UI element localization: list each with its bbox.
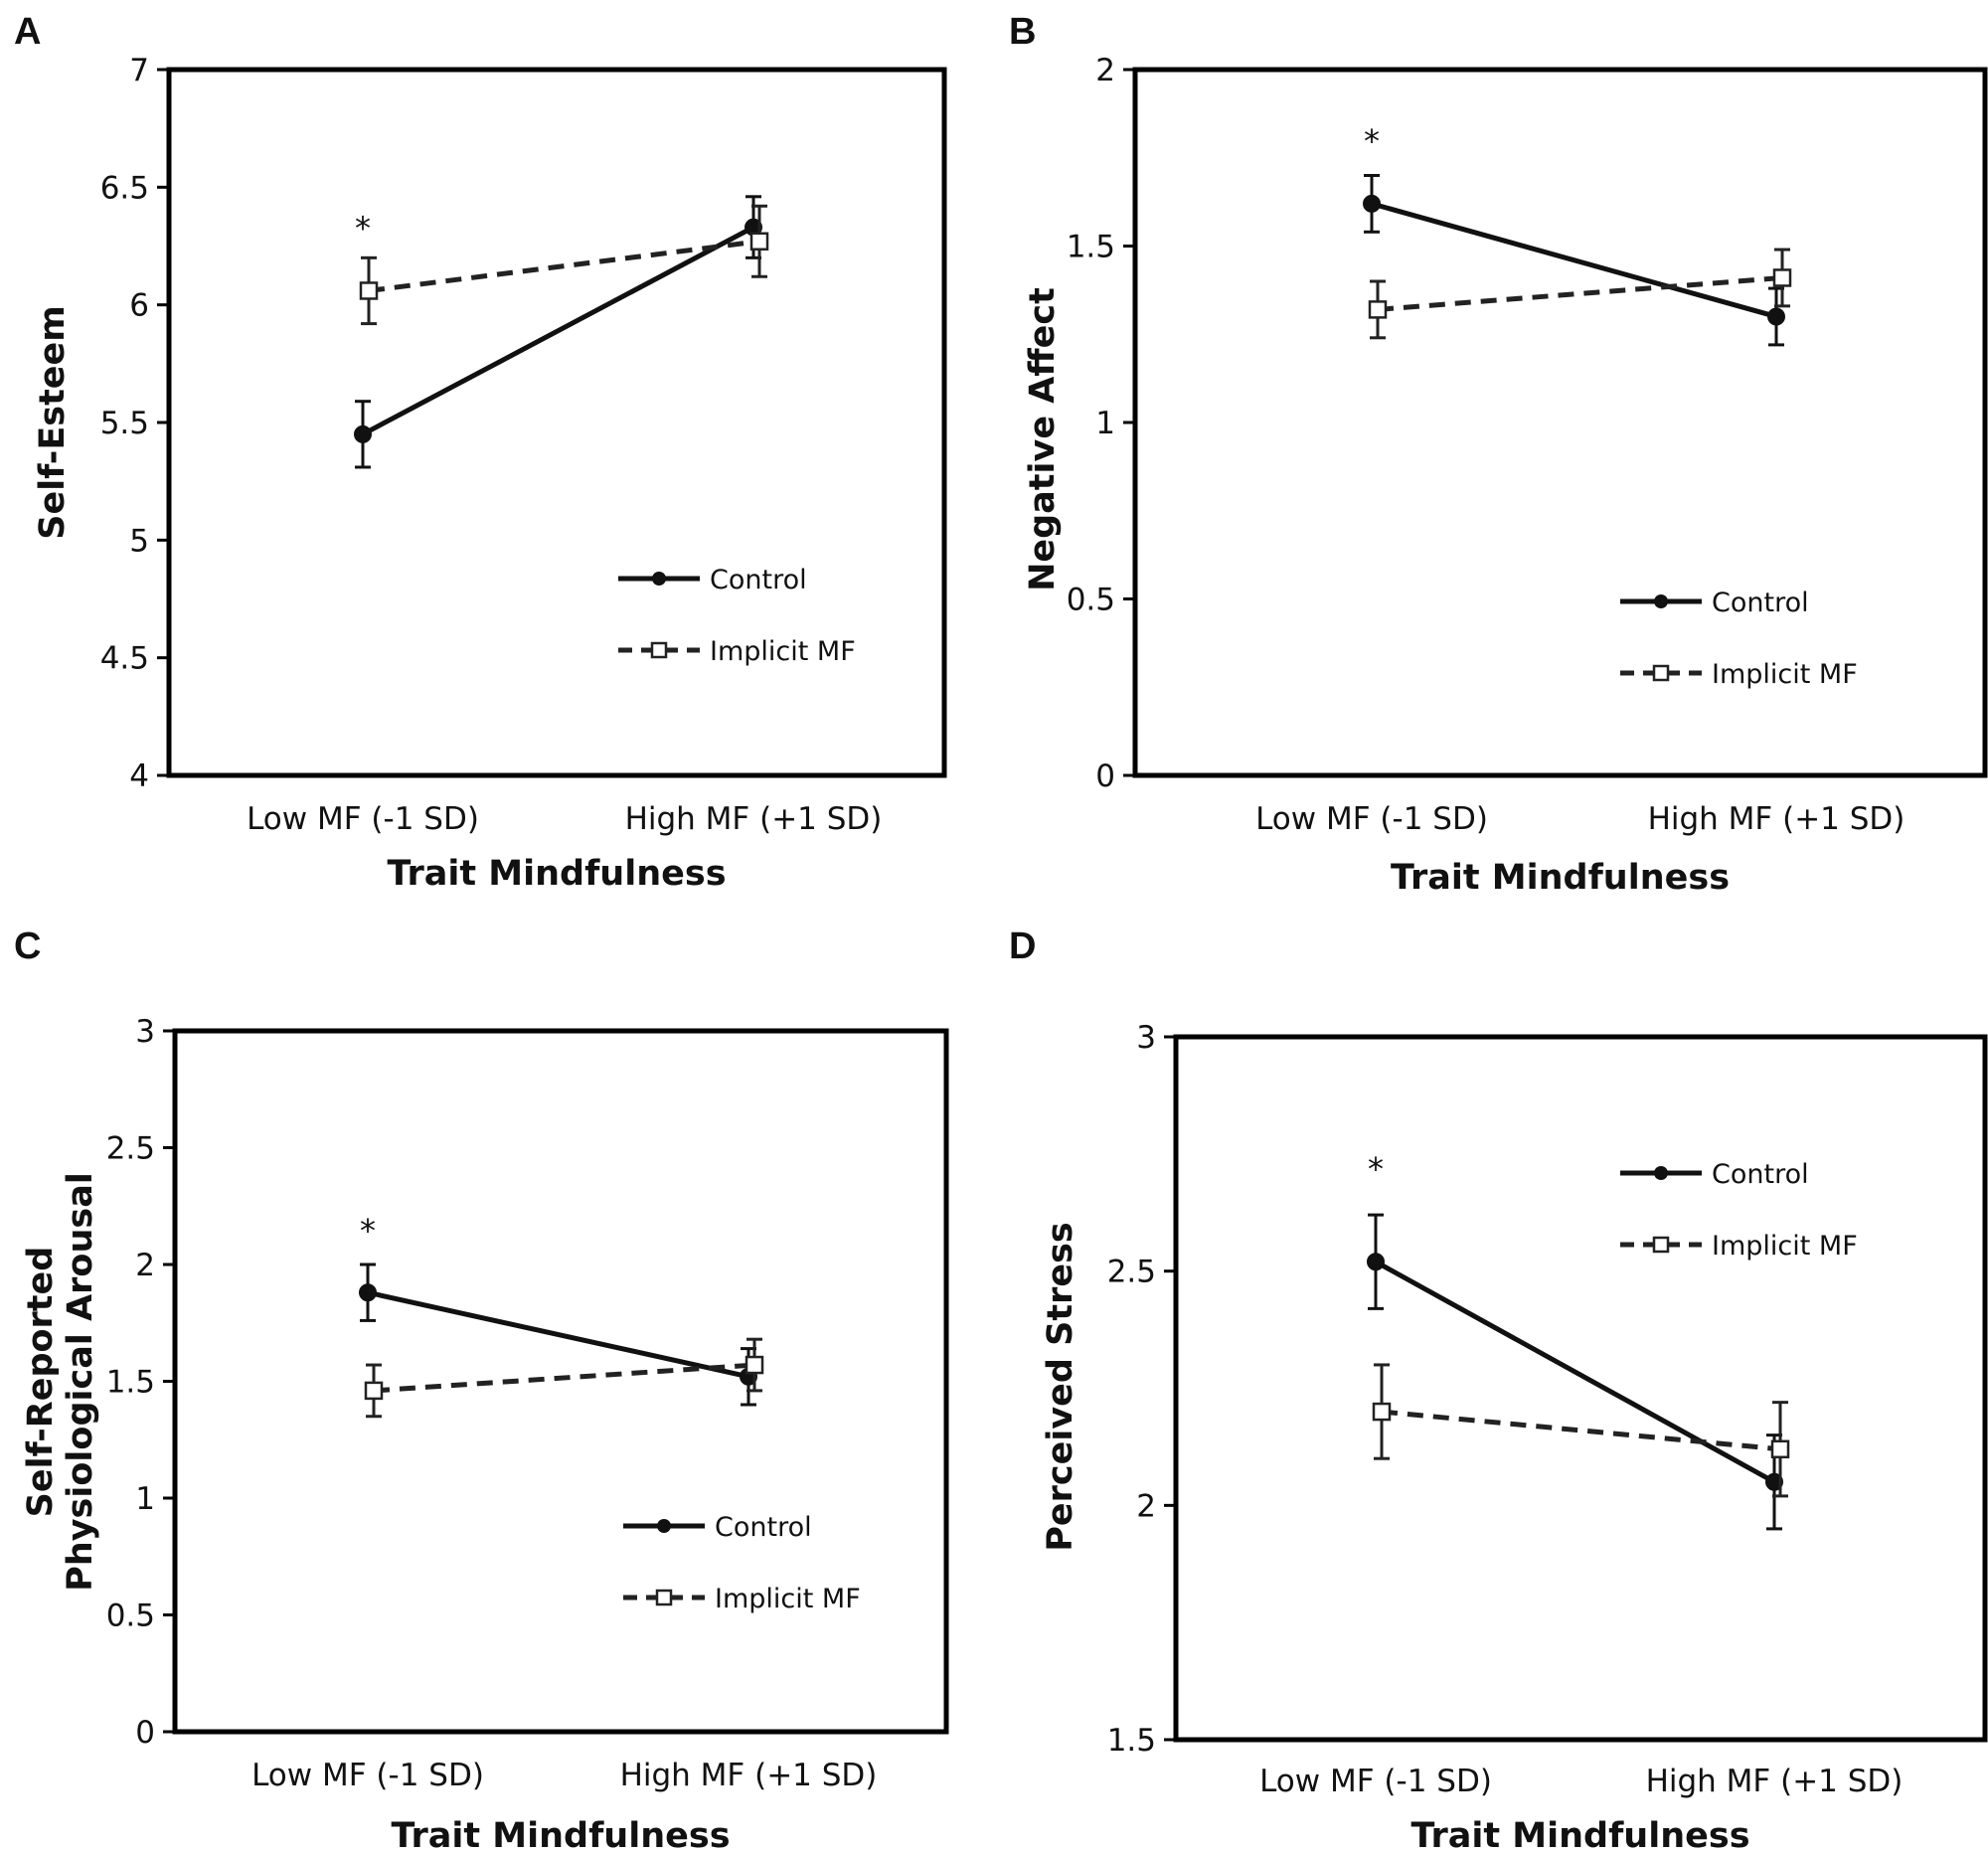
- control-data-point: [359, 1283, 377, 1302]
- legend-label: Control: [715, 1512, 812, 1543]
- implicit-mf-series-line: [1381, 1409, 1781, 1452]
- y-tick-label: 2: [1136, 1488, 1156, 1524]
- panel-letter: B: [1009, 11, 1036, 53]
- y-tick-label: 1.5: [1067, 230, 1115, 265]
- panel-letter: C: [14, 926, 41, 967]
- implicit-mf-data-point: [1368, 300, 1388, 319]
- control-data-point: [1363, 194, 1381, 213]
- y-tick-label: 0.5: [1067, 583, 1115, 618]
- y-tick-label: 2: [135, 1248, 155, 1283]
- y-tick-label: 1: [135, 1481, 155, 1517]
- significance-marker: *: [1368, 1150, 1384, 1188]
- legend-marker: [1654, 594, 1668, 608]
- implicit-mf-series-line: [373, 1362, 755, 1394]
- y-tick-label: 2.5: [106, 1131, 155, 1167]
- panel-letter: D: [1009, 926, 1036, 967]
- x-category-label: Low MF (-1 SD): [251, 1758, 484, 1793]
- y-tick-label: 1.5: [1107, 1723, 1156, 1759]
- x-axis-title: Trait Mindfulness: [1391, 858, 1730, 898]
- control-series-line: [1374, 1260, 1776, 1484]
- y-tick-label: 0: [135, 1715, 155, 1751]
- legend-marker: [652, 572, 666, 586]
- significance-marker: *: [355, 210, 371, 248]
- y-tick-label: 5: [129, 523, 149, 559]
- y-tick-label: 3: [1136, 1020, 1156, 1056]
- y-axis-title: Self-Reported: [21, 1247, 61, 1518]
- y-tick-label: 6: [129, 288, 149, 324]
- y-tick-label: 1: [1095, 406, 1115, 441]
- y-tick-label: 2.5: [1107, 1255, 1156, 1290]
- panel-a: A 4 4.5 5 5.5 6 6.5 7 Low MF (-1 SD) High MF (+1 …: [14, 11, 947, 894]
- y-tick-label: 3: [135, 1014, 155, 1050]
- legend-label: Control: [1712, 588, 1809, 618]
- panel-letter: A: [14, 11, 41, 53]
- y-axis-title: Self-Esteem: [33, 305, 73, 540]
- y-axis-title: Physiological Arousal: [61, 1172, 100, 1592]
- control-series-line: [367, 1289, 749, 1380]
- panel-b: B 0 0.5 1 1.5 2 Low MF (-1 SD) High MF (+1 SD) T…: [1009, 11, 1988, 898]
- x-category-label: High MF (+1 SD): [1648, 801, 1905, 837]
- implicit-mf-data-point: [1770, 1439, 1790, 1459]
- legend-marker: [1652, 664, 1670, 682]
- x-axis-title: Trait Mindfulness: [387, 854, 726, 894]
- y-tick-label: 1.5: [106, 1365, 155, 1401]
- implicit-mf-data-point: [359, 281, 379, 300]
- plot-frame: [1173, 1034, 1988, 1743]
- significance-marker: *: [360, 1212, 376, 1250]
- legend-label: Implicit MF: [710, 636, 856, 667]
- panel-c: C 0 0.5 1 1.5 2 2.5 3 Low MF (-1 SD) High MF (+1 …: [14, 926, 949, 1854]
- x-category-label: High MF (+1 SD): [625, 801, 883, 837]
- y-tick-label: 2: [1095, 53, 1115, 88]
- control-data-point: [354, 424, 372, 443]
- y-tick-label: 7: [129, 53, 149, 88]
- x-category-label: Low MF (-1 SD): [247, 801, 479, 837]
- control-series-line: [1371, 201, 1777, 319]
- legend-marker: [1654, 1166, 1668, 1180]
- implicit-mf-data-point: [364, 1381, 384, 1401]
- y-tick-label: 0.5: [106, 1599, 155, 1634]
- panel-d: D 1.5 2 2.5 3 Low MF (-1 SD) High MF (+1 SD) Tr…: [1009, 926, 1988, 1854]
- legend-marker: [655, 1589, 673, 1606]
- legend-label: Implicit MF: [715, 1584, 861, 1614]
- legend-label: Implicit MF: [1712, 659, 1858, 690]
- legend-marker: [650, 641, 668, 659]
- x-category-label: High MF (+1 SD): [1646, 1764, 1904, 1799]
- x-category-label: Low MF (-1 SD): [1255, 801, 1488, 837]
- y-tick-label: 4.5: [100, 641, 149, 677]
- legend-marker: [1652, 1236, 1670, 1254]
- legend-label: Implicit MF: [1712, 1231, 1858, 1262]
- legend-label: Control: [710, 565, 807, 595]
- control-data-point: [1767, 307, 1785, 326]
- y-tick-label: 4: [129, 758, 149, 794]
- y-tick-label: 0: [1095, 758, 1115, 794]
- y-tick-label: 6.5: [100, 170, 149, 206]
- x-category-label: Low MF (-1 SD): [1259, 1764, 1492, 1799]
- implicit-mf-data-point: [745, 1355, 764, 1375]
- control-data-point: [1367, 1253, 1385, 1271]
- legend-label: Control: [1712, 1159, 1809, 1190]
- y-axis-title: Perceived Stress: [1041, 1222, 1080, 1552]
- implicit-mf-data-point: [749, 232, 769, 252]
- y-tick-label: 5.5: [100, 406, 149, 441]
- y-axis-title: Negative Affect: [1023, 287, 1063, 591]
- x-axis-title: Trait Mindfulness: [391, 1816, 730, 1854]
- significance-marker: *: [1364, 122, 1380, 160]
- control-data-point: [1765, 1472, 1783, 1491]
- implicit-mf-series-line: [368, 239, 760, 293]
- legend-marker: [657, 1519, 671, 1533]
- implicit-mf-data-point: [1772, 268, 1792, 287]
- implicit-mf-data-point: [1372, 1402, 1392, 1422]
- x-axis-title: Trait Mindfulness: [1410, 1816, 1749, 1854]
- control-series-line: [361, 225, 755, 437]
- x-category-label: High MF (+1 SD): [620, 1758, 878, 1793]
- implicit-mf-series-line: [1377, 274, 1783, 312]
